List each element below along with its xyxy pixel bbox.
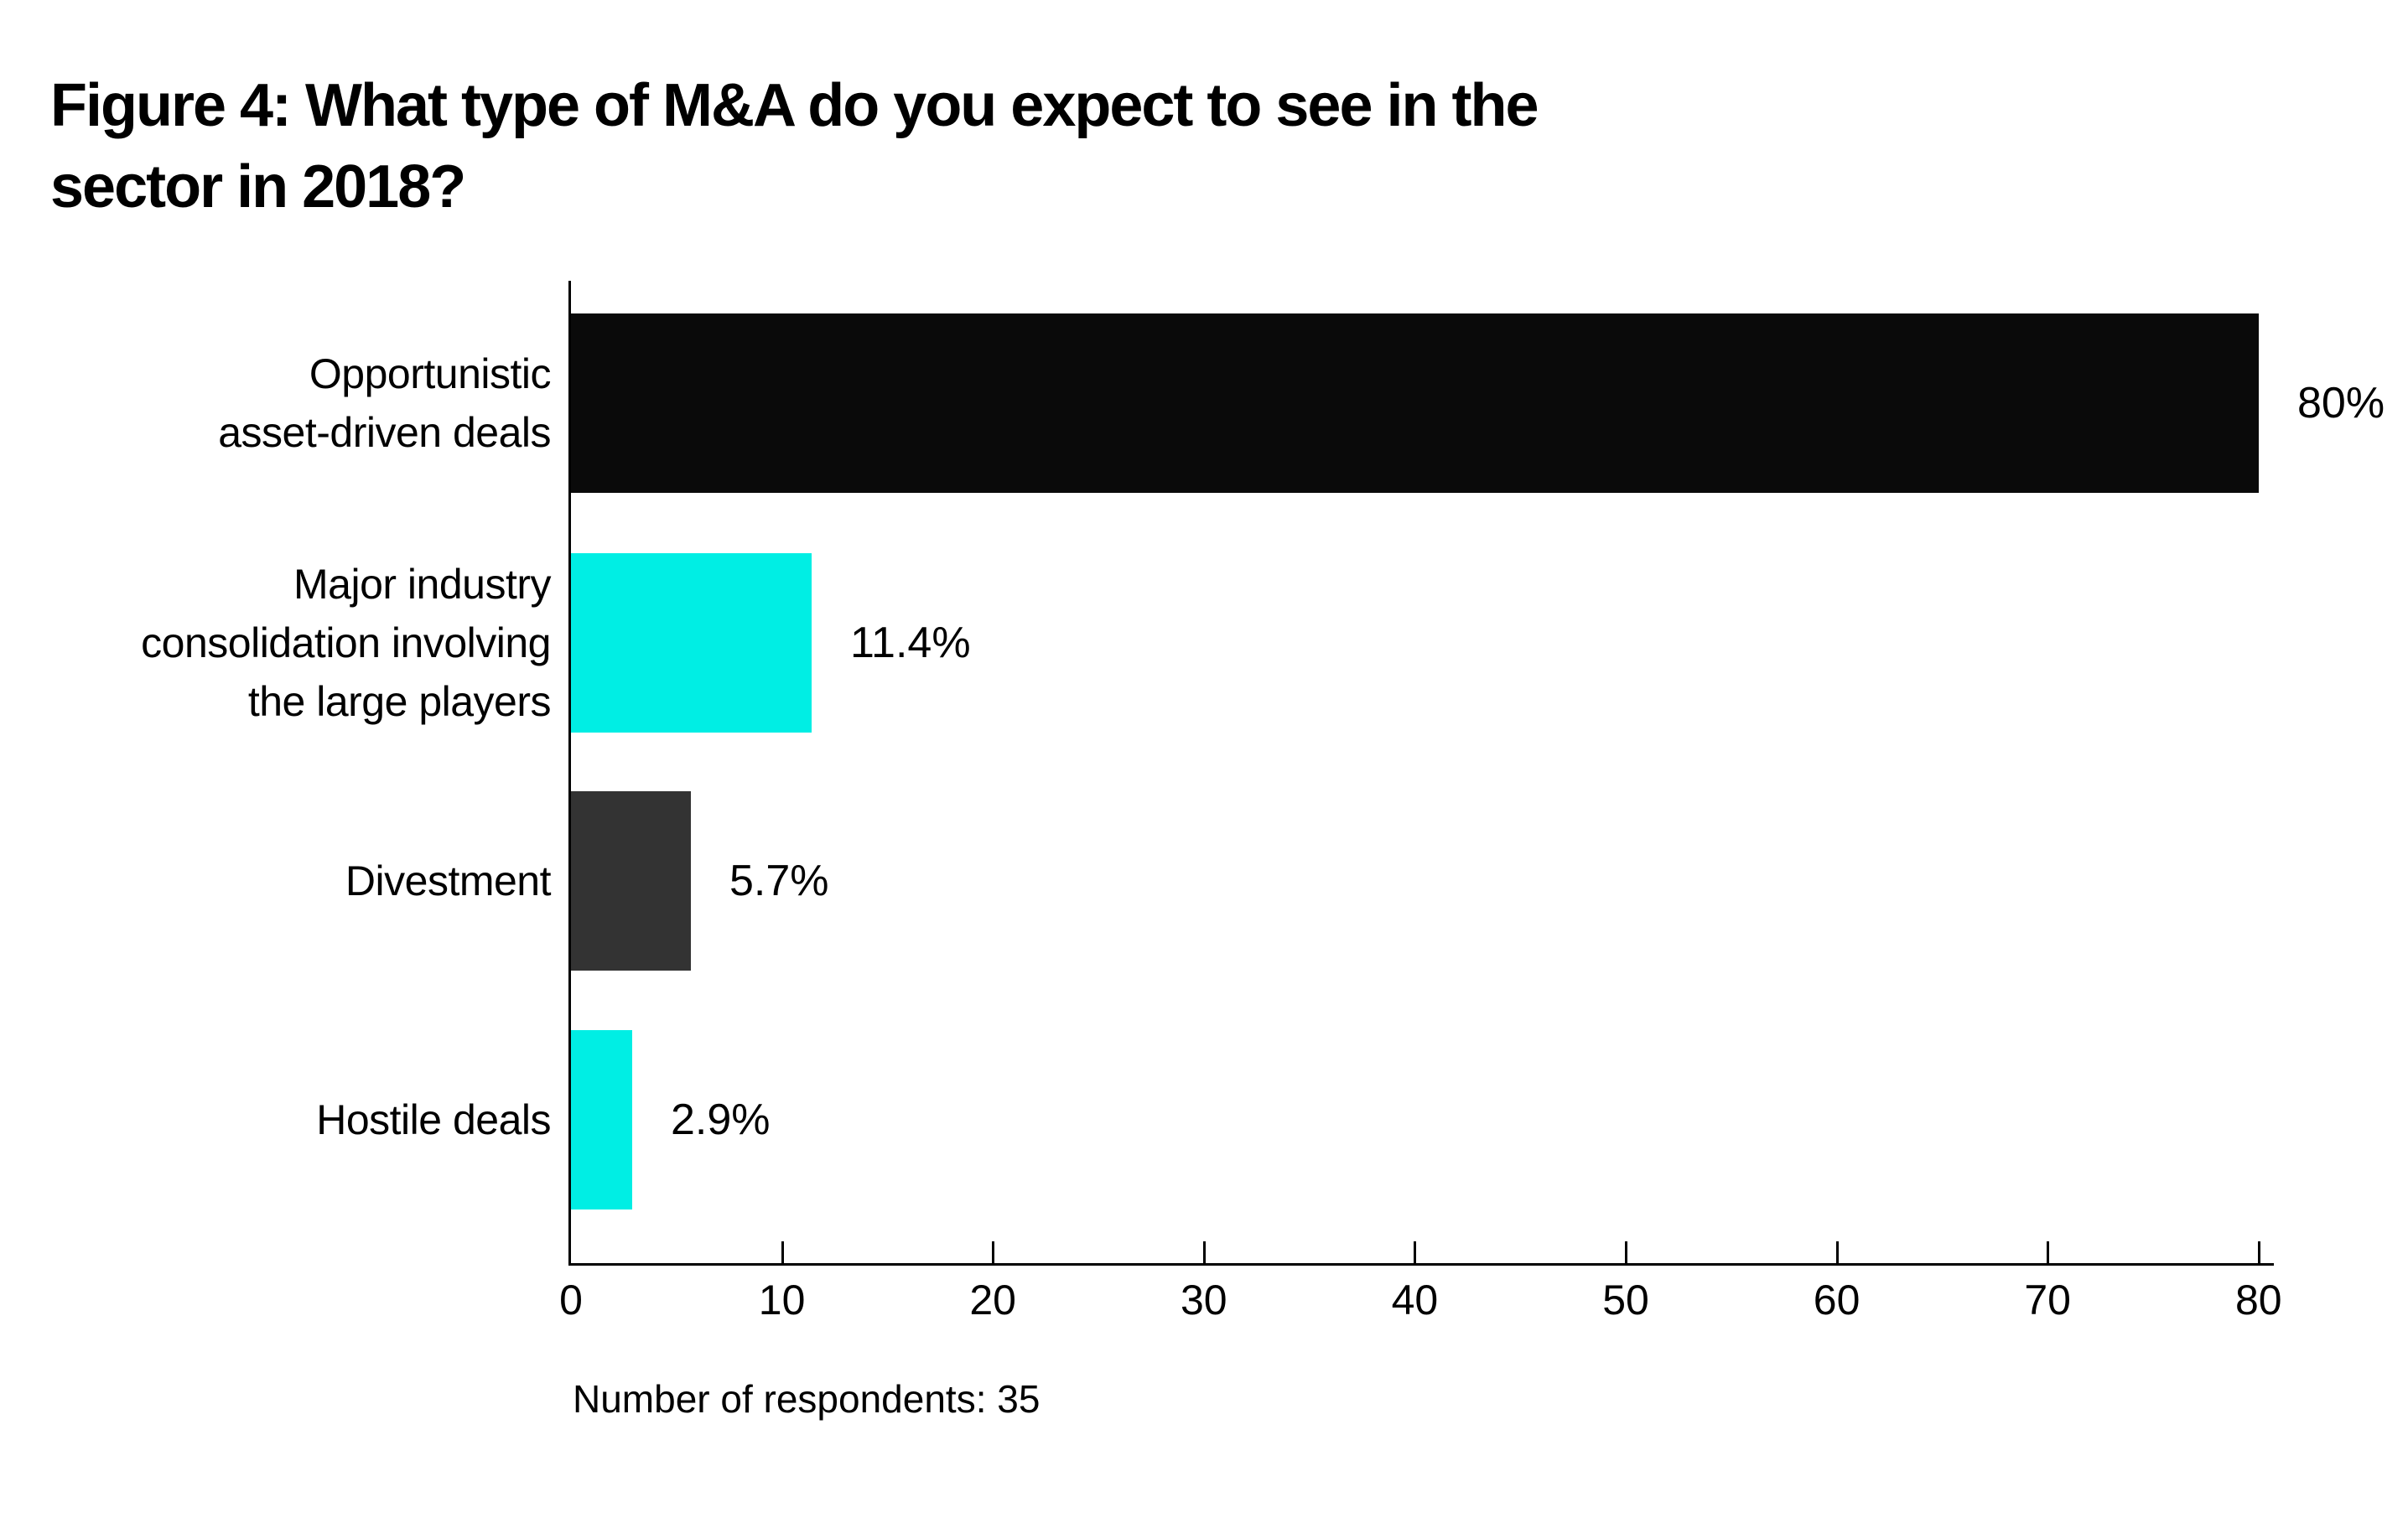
x-axis-tick-30	[1202, 1241, 1206, 1263]
x-axis-tick-label-40: 40	[1391, 1277, 1439, 1323]
x-axis-tick-70	[2047, 1241, 2050, 1263]
chart-title-line-2: sector in 2018?	[50, 153, 466, 220]
category-label-line: asset-driven deals	[218, 409, 551, 456]
value-label-divestment: 5.7%	[729, 857, 829, 905]
y-axis-line	[568, 281, 571, 1266]
category-label-line: Opportunistic	[309, 350, 552, 397]
category-label-divestment: Divestment	[345, 852, 552, 910]
bar-opportunistic-asset-driven-deals	[571, 313, 2259, 493]
x-axis-tick-40	[1414, 1241, 1417, 1263]
x-axis-tick-label-80: 80	[2234, 1277, 2282, 1323]
category-label-line: the large players	[247, 678, 552, 725]
value-label-opportunistic-asset-driven-deals: 80%	[2297, 379, 2385, 427]
chart-title: Figure 4: What type of M&A do you expect…	[50, 65, 1539, 228]
bar-divestment	[571, 791, 691, 971]
category-label-line: consolidation involving	[141, 619, 551, 666]
x-axis-tick-50	[1625, 1241, 1627, 1263]
category-label-hostile-deals: Hostile deals	[316, 1090, 551, 1149]
value-label-major-industry-consolidation-involving-the-large-players: 11.4%	[850, 619, 971, 667]
x-axis-line	[568, 1263, 2274, 1266]
bar-hostile-deals	[571, 1030, 632, 1209]
category-label-line: Hostile deals	[316, 1096, 551, 1143]
x-axis-tick-label-0: 0	[559, 1277, 583, 1323]
bar-major-industry-consolidation-involving-the-large-players	[571, 553, 812, 733]
category-label-line: Major industry	[293, 561, 551, 608]
x-axis-tick-label-70: 70	[2024, 1277, 2071, 1323]
x-axis-tick-label-50: 50	[1602, 1277, 1649, 1323]
x-axis-tick-label-60: 60	[1813, 1277, 1860, 1323]
category-label-line: Divestment	[345, 857, 552, 904]
value-label-hostile-deals: 2.9%	[671, 1095, 771, 1144]
respondents-footnote: Number of respondents: 35	[573, 1377, 1041, 1421]
x-axis-tick-10	[781, 1241, 784, 1263]
x-axis-tick-label-10: 10	[758, 1277, 806, 1323]
x-axis-tick-label-30: 30	[1180, 1277, 1227, 1323]
chart-title-line-1: Figure 4: What type of M&A do you expect…	[50, 72, 1539, 139]
x-axis-tick-label-20: 20	[969, 1277, 1016, 1323]
x-axis-tick-80	[2257, 1241, 2260, 1263]
x-axis-tick-20	[992, 1241, 995, 1263]
category-label-opportunistic-asset-driven-deals: Opportunistic asset-driven deals	[218, 344, 551, 462]
x-axis-tick-60	[1835, 1241, 1839, 1263]
category-label-major-industry-consolidation-involving-the-large-players: Major industry consolidation involving the…	[141, 555, 551, 731]
